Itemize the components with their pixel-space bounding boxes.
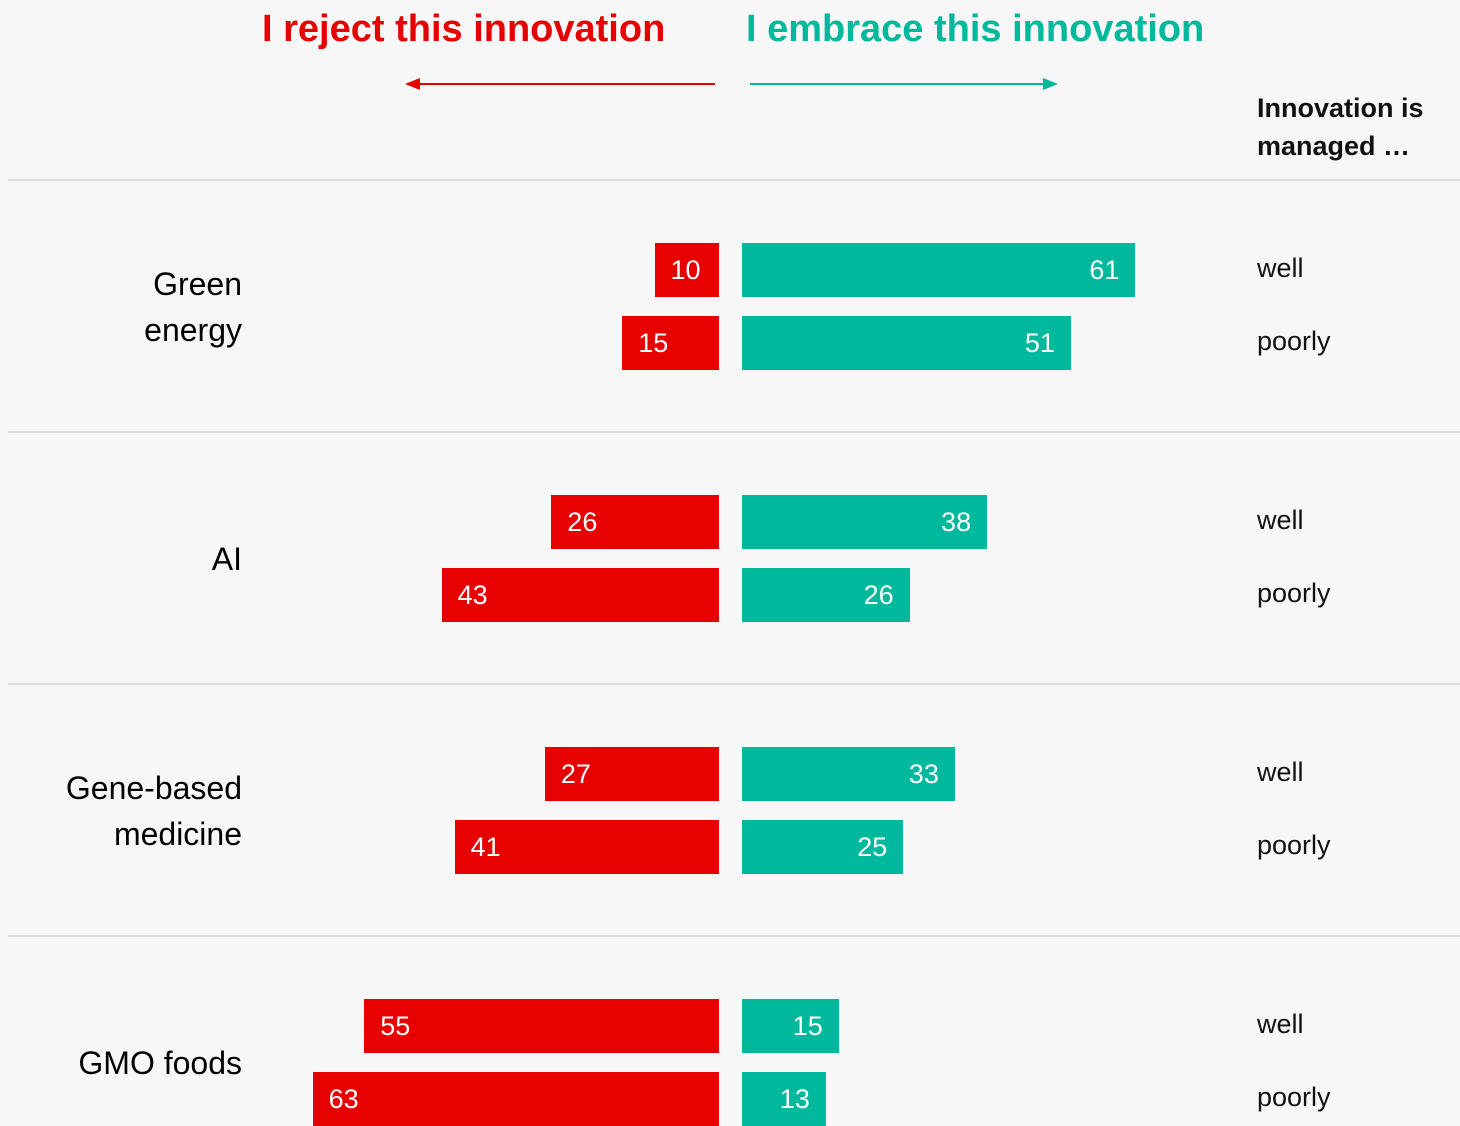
value-label: 27 — [560, 759, 591, 789]
separator — [8, 431, 1460, 433]
bar: 26 — [551, 495, 719, 549]
value-label: 61 — [1089, 255, 1120, 285]
category-label: Gene-based medicine — [65, 769, 242, 852]
value-label: 25 — [857, 832, 888, 862]
bar: 13 — [742, 1072, 826, 1126]
value-label: 26 — [863, 580, 894, 610]
bar: 10 — [654, 243, 719, 297]
subcategory-label: well — [1257, 253, 1304, 283]
bar: 41 — [454, 820, 719, 874]
bar: 43 — [441, 568, 719, 622]
subcategory-label: well — [1257, 1009, 1304, 1039]
bar: 25 — [742, 820, 904, 874]
value-label: 43 — [457, 580, 488, 610]
bar: 15 — [742, 999, 839, 1053]
bar: 63 — [312, 1072, 719, 1126]
subcategory-label: well — [1257, 505, 1304, 535]
category-label: AI — [211, 540, 242, 577]
subcategory-label: poorly — [1257, 326, 1331, 356]
value-label: 10 — [670, 255, 701, 285]
subcategory-title: Innovation is managed … — [1257, 93, 1424, 161]
category-label: GMO foods — [78, 1044, 242, 1081]
bar: 61 — [742, 243, 1136, 297]
bar: 51 — [742, 316, 1071, 370]
reject-arrow-head — [405, 78, 420, 90]
separator — [8, 935, 1460, 937]
category-label: Green energy — [144, 265, 242, 348]
separator — [8, 179, 1460, 181]
value-label: 63 — [328, 1084, 359, 1114]
value-label: 51 — [1024, 328, 1055, 358]
value-label: 38 — [941, 507, 972, 537]
subcategory-label: poorly — [1257, 578, 1331, 608]
value-label: 55 — [380, 1011, 411, 1041]
value-label: 33 — [908, 759, 939, 789]
series-title: I embrace this innovation — [746, 8, 1205, 50]
embrace-arrow-head — [1043, 78, 1058, 90]
bar: 33 — [742, 747, 955, 801]
subcategory-label: poorly — [1257, 830, 1331, 860]
value-label: 13 — [779, 1084, 810, 1114]
value-label: 26 — [567, 507, 598, 537]
series-title: I reject this innovation — [262, 8, 666, 50]
bar: 27 — [544, 747, 719, 801]
value-label: 41 — [470, 832, 501, 862]
subcategory-label: well — [1257, 757, 1304, 787]
value-label: 15 — [638, 328, 669, 358]
separator — [8, 683, 1460, 685]
value-label: 15 — [792, 1011, 823, 1041]
subcategory-label: poorly — [1257, 1082, 1331, 1112]
bar: 26 — [742, 568, 910, 622]
arrows — [405, 78, 1058, 90]
bar: 38 — [742, 495, 988, 549]
bar: 15 — [622, 316, 719, 370]
bar: 55 — [364, 999, 719, 1053]
